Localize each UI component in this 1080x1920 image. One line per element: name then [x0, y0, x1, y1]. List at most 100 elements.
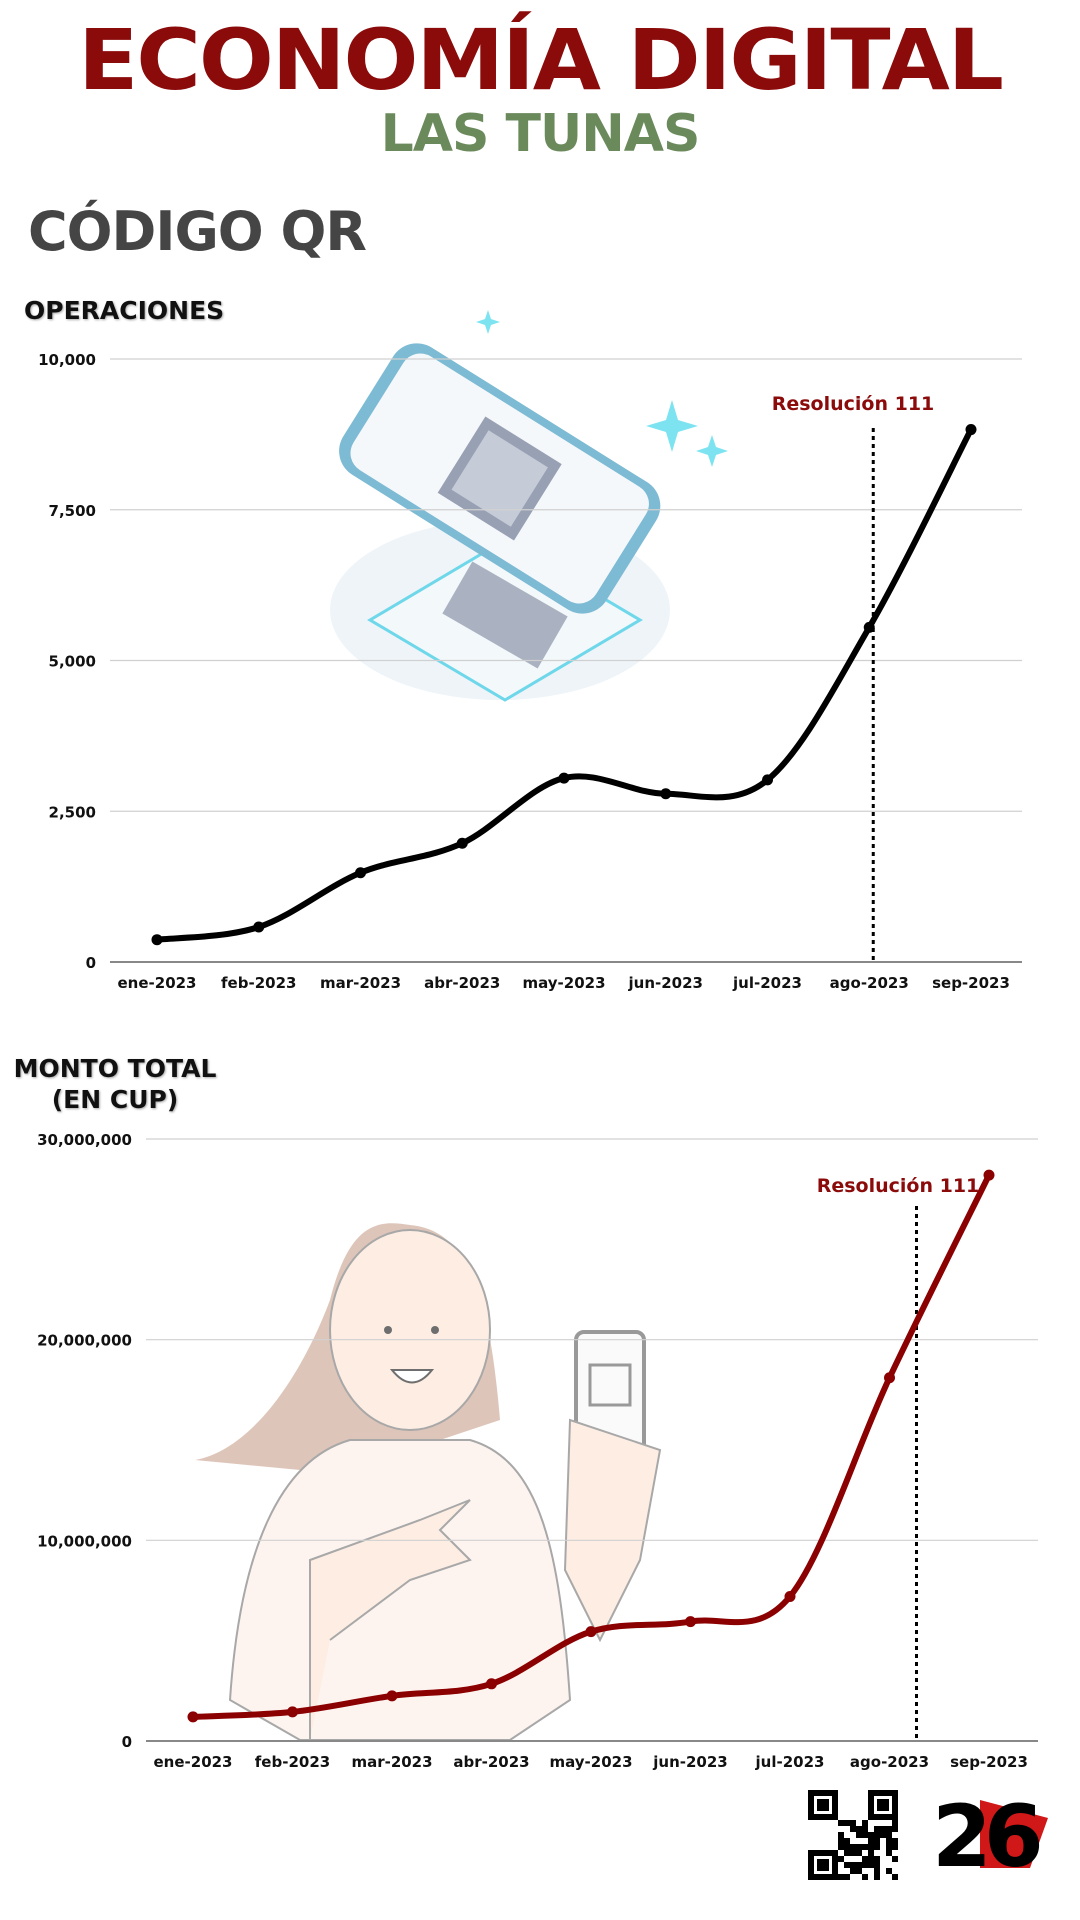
qr-module — [874, 1844, 880, 1850]
data-point — [685, 1616, 696, 1628]
qr-module — [868, 1832, 874, 1838]
chart1-title: OPERACIONES — [24, 296, 225, 325]
qr-finder-center — [877, 1799, 889, 1811]
x-tick-label: jun-2023 — [652, 1753, 727, 1771]
y-tick-label: 20,000,000 — [37, 1332, 132, 1350]
qr-module — [838, 1838, 844, 1844]
qr-module — [886, 1838, 892, 1844]
x-tick-label: ago-2023 — [830, 974, 909, 992]
data-point — [253, 921, 265, 933]
data-point — [287, 1706, 298, 1718]
chart-operaciones: 0 2,500 5,000 7,500 10,000 ene-2023 feb-2023 ma… — [38, 351, 1022, 992]
qr-module — [850, 1868, 856, 1874]
x-tick-label: feb-2023 — [221, 974, 296, 992]
data-point — [884, 1372, 895, 1384]
data-point — [151, 934, 163, 946]
qr-module — [874, 1838, 880, 1844]
qr-module — [868, 1838, 874, 1844]
x-tick-label: abr-2023 — [424, 974, 500, 992]
series-line — [154, 426, 974, 943]
qr-module — [886, 1832, 892, 1838]
qr-module — [838, 1832, 844, 1838]
qr-module — [838, 1820, 844, 1826]
y-tick-label: 7,500 — [49, 502, 96, 520]
qr-finder — [808, 1850, 838, 1880]
qr-module — [874, 1826, 880, 1832]
chart2-title-line1: MONTO TOTAL — [13, 1054, 217, 1083]
qr-module — [844, 1838, 850, 1844]
y-tick-label: 10,000,000 — [37, 1532, 132, 1550]
qr-module — [838, 1856, 844, 1862]
chart2-title: MONTO TOTAL (EN CUP) — [10, 1053, 220, 1115]
qr-module — [886, 1850, 892, 1856]
qr-module — [856, 1868, 862, 1874]
data-point — [762, 774, 773, 786]
data-point — [187, 1711, 199, 1723]
data-point — [660, 788, 672, 800]
qr-module — [850, 1850, 856, 1856]
qr-code-icon — [808, 1790, 898, 1880]
logo-26: 26 — [932, 1787, 1048, 1887]
qr-module — [862, 1826, 868, 1832]
x-tick-label: abr-2023 — [453, 1753, 529, 1771]
qr-module — [868, 1856, 874, 1862]
y-tick-label: 0 — [122, 1733, 132, 1751]
qr-module — [856, 1832, 862, 1838]
qr-module — [844, 1844, 850, 1850]
y-tick-label: 2,500 — [49, 803, 96, 821]
data-point — [386, 1690, 398, 1702]
qr-module — [862, 1832, 868, 1838]
qr-module — [868, 1862, 874, 1868]
qr-module — [844, 1820, 850, 1826]
x-tick-label: jun-2023 — [628, 974, 703, 992]
qr-finder-center — [817, 1859, 829, 1871]
x-tick-label: may-2023 — [549, 1753, 632, 1771]
x-tick-label: jul-2023 — [755, 1753, 825, 1771]
qr-module — [850, 1826, 856, 1832]
data-point — [983, 1169, 995, 1181]
woman-holding-phone-illustration — [195, 1223, 662, 1741]
page-title: ECONOMÍA DIGITAL — [78, 11, 1004, 109]
page-subtitle: LAS TUNAS — [380, 104, 701, 164]
qr-module — [880, 1832, 886, 1838]
qr-module — [844, 1850, 850, 1856]
qr-module — [892, 1820, 898, 1826]
qr-module — [886, 1868, 892, 1874]
qr-module — [874, 1868, 880, 1874]
qr-module — [868, 1844, 874, 1850]
qr-module — [892, 1826, 898, 1832]
y-tick-label: 0 — [86, 954, 96, 972]
qr-module — [862, 1862, 868, 1868]
qr-module — [862, 1856, 868, 1862]
qr-module — [856, 1844, 862, 1850]
qr-module — [874, 1856, 880, 1862]
data-point — [863, 621, 875, 633]
qr-module — [886, 1826, 892, 1832]
logo-text: 26 — [932, 1787, 1040, 1887]
qr-module — [856, 1826, 862, 1832]
qr-module — [874, 1862, 880, 1868]
qr-module — [892, 1856, 898, 1862]
qr-module — [862, 1820, 868, 1826]
data-point — [784, 1591, 796, 1603]
data-point — [355, 867, 366, 879]
x-tick-label: ene-2023 — [154, 1753, 233, 1771]
qr-module — [838, 1844, 844, 1850]
qr-module — [880, 1826, 886, 1832]
annotation-label: Resolución 111 — [817, 1175, 980, 1197]
data-point — [486, 1678, 497, 1690]
qr-module — [844, 1862, 850, 1868]
qr-module — [892, 1844, 898, 1850]
data-point — [585, 1626, 597, 1638]
x-tick-label: feb-2023 — [255, 1753, 330, 1771]
qr-module — [874, 1874, 880, 1880]
section-title: CÓDIGO QR — [28, 200, 367, 263]
qr-module — [874, 1832, 880, 1838]
qr-module — [850, 1820, 856, 1826]
y-tick-label: 30,000,000 — [37, 1131, 132, 1149]
x-tick-label: mar-2023 — [320, 974, 401, 992]
qr-module — [892, 1838, 898, 1844]
x-tick-label: sep-2023 — [950, 1753, 1028, 1771]
annotation-label: Resolución 111 — [772, 393, 935, 415]
